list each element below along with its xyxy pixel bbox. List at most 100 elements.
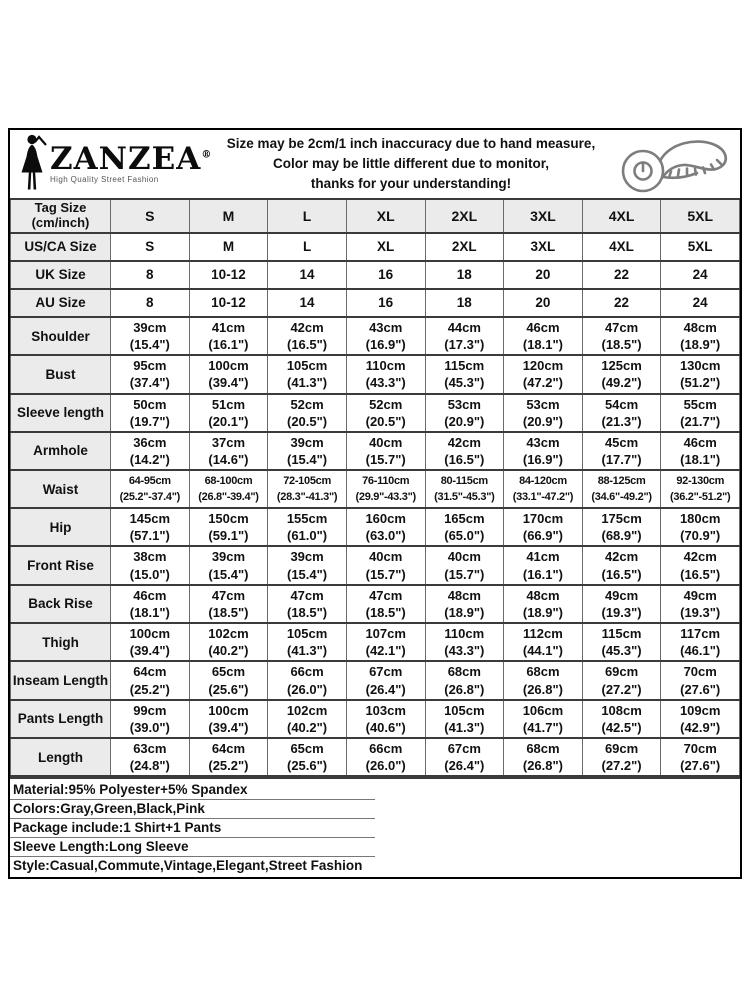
table-row: Inseam Length 64cm (25.2") 65cm (25.6") 66c… xyxy=(10,660,740,701)
size-cell: 10-12 xyxy=(188,287,269,318)
row-label: Shoulder xyxy=(10,315,111,357)
size-cell: 51cm (20.1") xyxy=(188,392,269,433)
size-cell: 39cm (15.4") xyxy=(110,315,190,357)
table-row: AU Size 8 10-12 14 16 18 20 22 24 xyxy=(10,287,740,318)
size-cell: 125cm (49.2") xyxy=(581,354,662,395)
size-cell: 53cm (20.9") xyxy=(503,392,583,433)
size-cell: 112cm (44.1") xyxy=(503,622,583,663)
colors-line: Colors:Gray,Green,Black,Pink xyxy=(10,799,740,820)
size-cell: 145cm (57.1") xyxy=(110,507,190,548)
row-label: Bust xyxy=(10,354,111,395)
size-cell: 120cm (47.2") xyxy=(503,354,583,395)
size-cell: 69cm (27.2") xyxy=(581,660,662,701)
size-cell: 155cm (61.0") xyxy=(267,507,347,548)
size-cell: 69cm (27.2") xyxy=(581,736,662,778)
size-cell: 18 xyxy=(424,287,505,318)
size-cell: 67cm (26.4") xyxy=(424,736,505,778)
size-cell: 84-120cm (33.1"-47.2") xyxy=(503,469,583,510)
size-cell: 39cm (15.4") xyxy=(188,545,269,586)
row-label: US/CA Size xyxy=(10,231,111,262)
column-header: 5XL xyxy=(660,198,740,234)
size-cell: 22 xyxy=(581,259,662,290)
page: ZANZEA® High Quality Street Fashion Size… xyxy=(8,128,742,880)
size-cell: 14 xyxy=(267,287,347,318)
disclaimer-line: thanks for your understanding! xyxy=(310,176,512,192)
size-cell: 100cm (39.4") xyxy=(188,698,269,740)
size-cell: 10-12 xyxy=(188,259,269,290)
size-cell: 165cm (65.0") xyxy=(424,507,505,548)
size-cell: 50cm (19.7") xyxy=(110,392,190,433)
column-header: S xyxy=(110,198,190,234)
size-cell: 70cm (27.6") xyxy=(660,660,740,701)
size-cell: 48cm (18.9") xyxy=(660,315,740,357)
woman-silhouette-icon xyxy=(18,133,48,196)
size-cell: 106cm (41.7") xyxy=(503,698,583,740)
size-cell: 38cm (15.0") xyxy=(110,545,190,586)
size-cell: 68cm (26.8") xyxy=(503,660,583,701)
size-cell: 22 xyxy=(581,287,662,318)
size-cell: 170cm (66.9") xyxy=(503,507,583,548)
size-cell: 68cm (26.8") xyxy=(424,660,505,701)
size-cell: 36cm (14.2") xyxy=(110,430,190,472)
size-cell: M xyxy=(188,231,269,262)
size-cell: 100cm (39.4") xyxy=(188,354,269,395)
size-table-body: Tag Size (cm/inch) S M L XL 2XL 3XL 4XL 5XL US/CA… xyxy=(10,198,740,778)
size-cell: 39cm (15.4") xyxy=(267,545,347,586)
size-cell: 99cm (39.0") xyxy=(110,698,190,740)
size-cell: 20 xyxy=(503,259,583,290)
size-cell: 53cm (20.9") xyxy=(424,392,505,433)
size-cell: 48cm (18.9") xyxy=(424,583,505,625)
table-row: Sleeve length 50cm (19.7") 51cm (20.1") 52c… xyxy=(10,392,740,433)
size-cell: 47cm (18.5") xyxy=(267,583,347,625)
measure-disclaimer: Size may be 2cm/1 inch inaccuracy due to… xyxy=(214,134,608,195)
row-label: Inseam Length xyxy=(10,660,111,701)
size-cell: 108cm (42.5") xyxy=(581,698,662,740)
size-cell: 64-95cm (25.2"-37.4") xyxy=(110,469,190,510)
table-row: Hip 145cm (57.1") 150cm (59.1") 155cm (61.0… xyxy=(10,507,740,548)
brand-logo: ZANZEA® High Quality Street Fashion xyxy=(14,133,214,196)
table-row: Armhole 36cm (14.2") 37cm (14.6") 39cm (15.… xyxy=(10,430,740,472)
size-cell: 66cm (26.0") xyxy=(345,736,426,778)
row-label: Waist xyxy=(10,469,111,510)
table-row: Bust 95cm (37.4") 100cm (39.4") 105cm (41.3… xyxy=(10,354,740,395)
tape-measure-icon xyxy=(608,133,736,195)
table-row: Waist 64-95cm (25.2"-37.4") 68-100cm (26.8… xyxy=(10,469,740,510)
size-cell: 180cm (70.9") xyxy=(660,507,740,548)
size-cell: 49cm (19.3") xyxy=(660,583,740,625)
size-cell: 52cm (20.5") xyxy=(345,392,426,433)
material-line: Material:95% Polyester+5% Spandex xyxy=(10,780,740,801)
column-header: 3XL xyxy=(503,198,583,234)
package-line: Package include:1 Shirt+1 Pants xyxy=(10,818,740,839)
row-label: Back Rise xyxy=(10,583,111,625)
table-row: Shoulder 39cm (15.4") 41cm (16.1") 42cm (16… xyxy=(10,315,740,357)
row-label: UK Size xyxy=(10,259,111,290)
size-cell: 8 xyxy=(110,259,190,290)
size-cell: 42cm (16.5") xyxy=(660,545,740,586)
size-cell: 5XL xyxy=(660,231,740,262)
size-cell: 40cm (15.7") xyxy=(345,430,426,472)
size-cell: 40cm (15.7") xyxy=(424,545,505,586)
size-cell: XL xyxy=(345,231,426,262)
size-cell: 47cm (18.5") xyxy=(345,583,426,625)
size-cell: 115cm (45.3") xyxy=(424,354,505,395)
size-cell: 46cm (18.1") xyxy=(110,583,190,625)
size-cell: L xyxy=(267,231,347,262)
size-cell: 40cm (15.7") xyxy=(345,545,426,586)
product-details: Material:95% Polyester+5% Spandex Colors… xyxy=(10,777,740,877)
brand-name: ZANZEA® xyxy=(50,141,213,177)
size-cell: 2XL xyxy=(424,231,505,262)
size-cell: 49cm (19.3") xyxy=(581,583,662,625)
size-cell: 43cm (16.9") xyxy=(345,315,426,357)
size-cell: 102cm (40.2") xyxy=(267,698,347,740)
size-cell: 105cm (41.3") xyxy=(267,622,347,663)
row-label: Pants Length xyxy=(10,698,111,740)
table-row: UK Size 8 10-12 14 16 18 20 22 24 xyxy=(10,259,740,290)
corner-label: Tag Size (cm/inch) xyxy=(10,198,111,234)
brand-tagline: High Quality Street Fashion xyxy=(50,175,159,184)
row-label: Length xyxy=(10,736,111,778)
column-header: 2XL xyxy=(424,198,505,234)
size-cell: 103cm (40.6") xyxy=(345,698,426,740)
size-cell: 80-115cm (31.5"-45.3") xyxy=(424,469,505,510)
size-cell: 117cm (46.1") xyxy=(660,622,740,663)
size-cell: 109cm (42.9") xyxy=(660,698,740,740)
